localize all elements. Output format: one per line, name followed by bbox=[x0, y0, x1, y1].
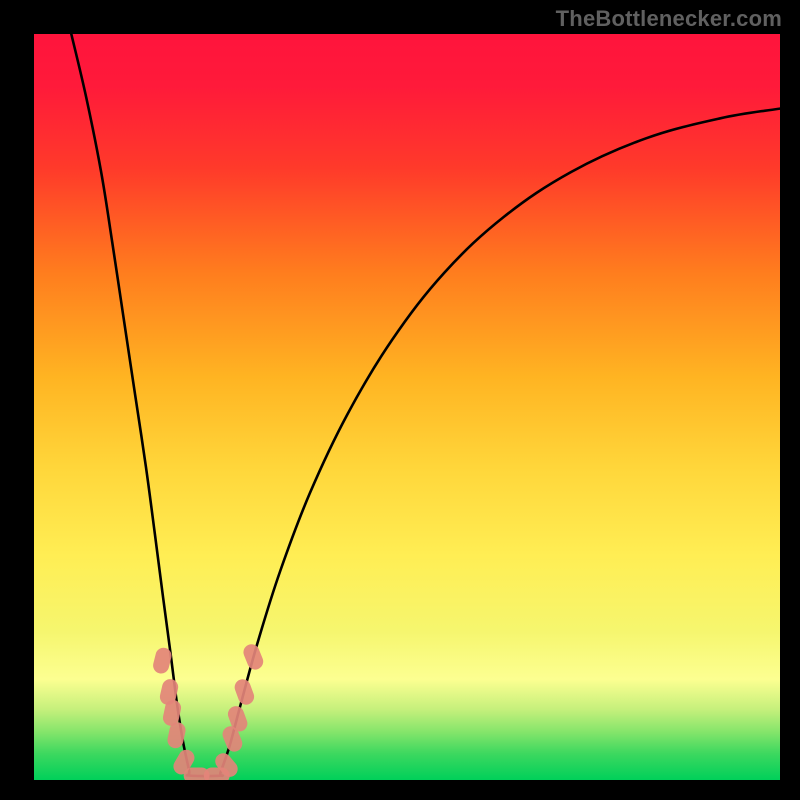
watermark-text: TheBottlenecker.com bbox=[556, 6, 782, 32]
plot-area bbox=[34, 34, 780, 780]
data-marker bbox=[241, 642, 266, 672]
chart-canvas: TheBottlenecker.com bbox=[0, 0, 800, 800]
data-marker bbox=[232, 677, 256, 707]
curve-overlay bbox=[34, 34, 780, 780]
bottleneck-curve-path bbox=[71, 34, 780, 776]
marker-layer bbox=[151, 642, 265, 780]
